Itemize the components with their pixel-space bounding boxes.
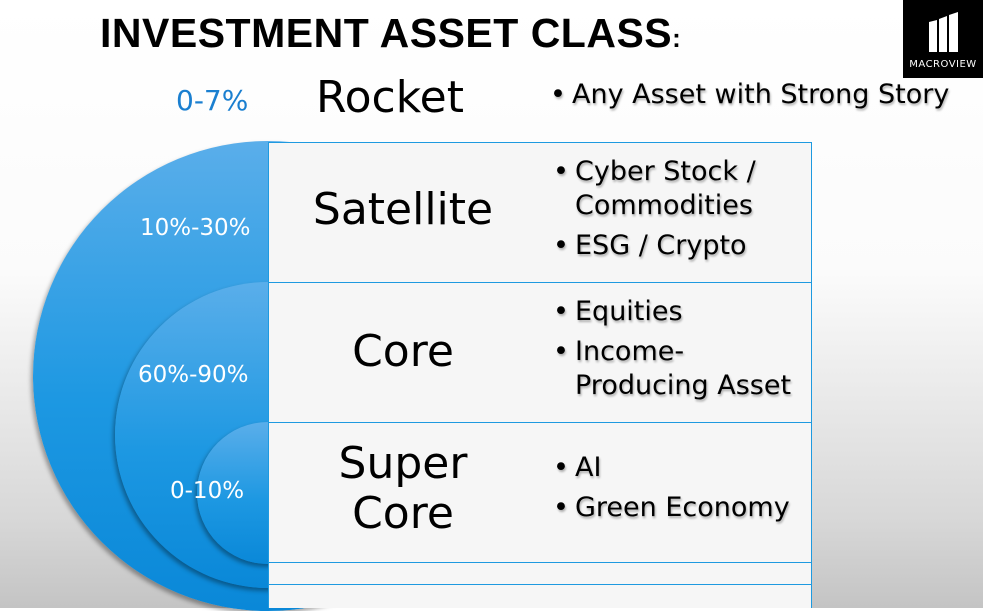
row-label: Super Core (338, 438, 468, 539)
logo-text: MacroView (909, 59, 977, 70)
rocket-label: Rocket (316, 72, 464, 123)
logo-bars-icon (929, 12, 958, 52)
bullet-item: ESG / Crypto (553, 229, 803, 263)
super-core-pct: 0-10% (170, 478, 245, 504)
row-satellite: Satellite Cyber Stock / Commodities ESG /… (268, 142, 812, 282)
row-label: Core (352, 326, 454, 377)
row-super-core: Super Core AI Green Economy (268, 422, 812, 562)
bullet-item: Equities (553, 295, 793, 329)
rocket-bullets: Any Asset with Strong Story (550, 78, 949, 118)
row-label: Satellite (312, 184, 494, 235)
bullet-item: Cyber Stock / Commodities (553, 155, 803, 223)
satellite-pct: 10%-30% (140, 215, 251, 241)
bullet-item: Any Asset with Strong Story (550, 78, 949, 112)
bullet-item: AI (553, 451, 813, 485)
bullet-item: Green Economy (553, 491, 813, 525)
bullet-item: Income-Producing Asset (553, 335, 793, 403)
row-divider (268, 562, 812, 584)
table-right-border (811, 142, 812, 608)
row-divider (268, 584, 812, 608)
core-pct: 60%-90% (138, 362, 249, 388)
slide-title: INVESTMENT ASSET CLASS: (100, 10, 682, 56)
asset-table: Satellite Cyber Stock / Commodities ESG /… (268, 142, 812, 608)
table-left-border (268, 142, 269, 608)
row-core: Core Equities Income-Producing Asset (268, 282, 812, 422)
macroview-logo: MacroView (903, 0, 983, 78)
rocket-pct: 0-7% (176, 84, 249, 117)
